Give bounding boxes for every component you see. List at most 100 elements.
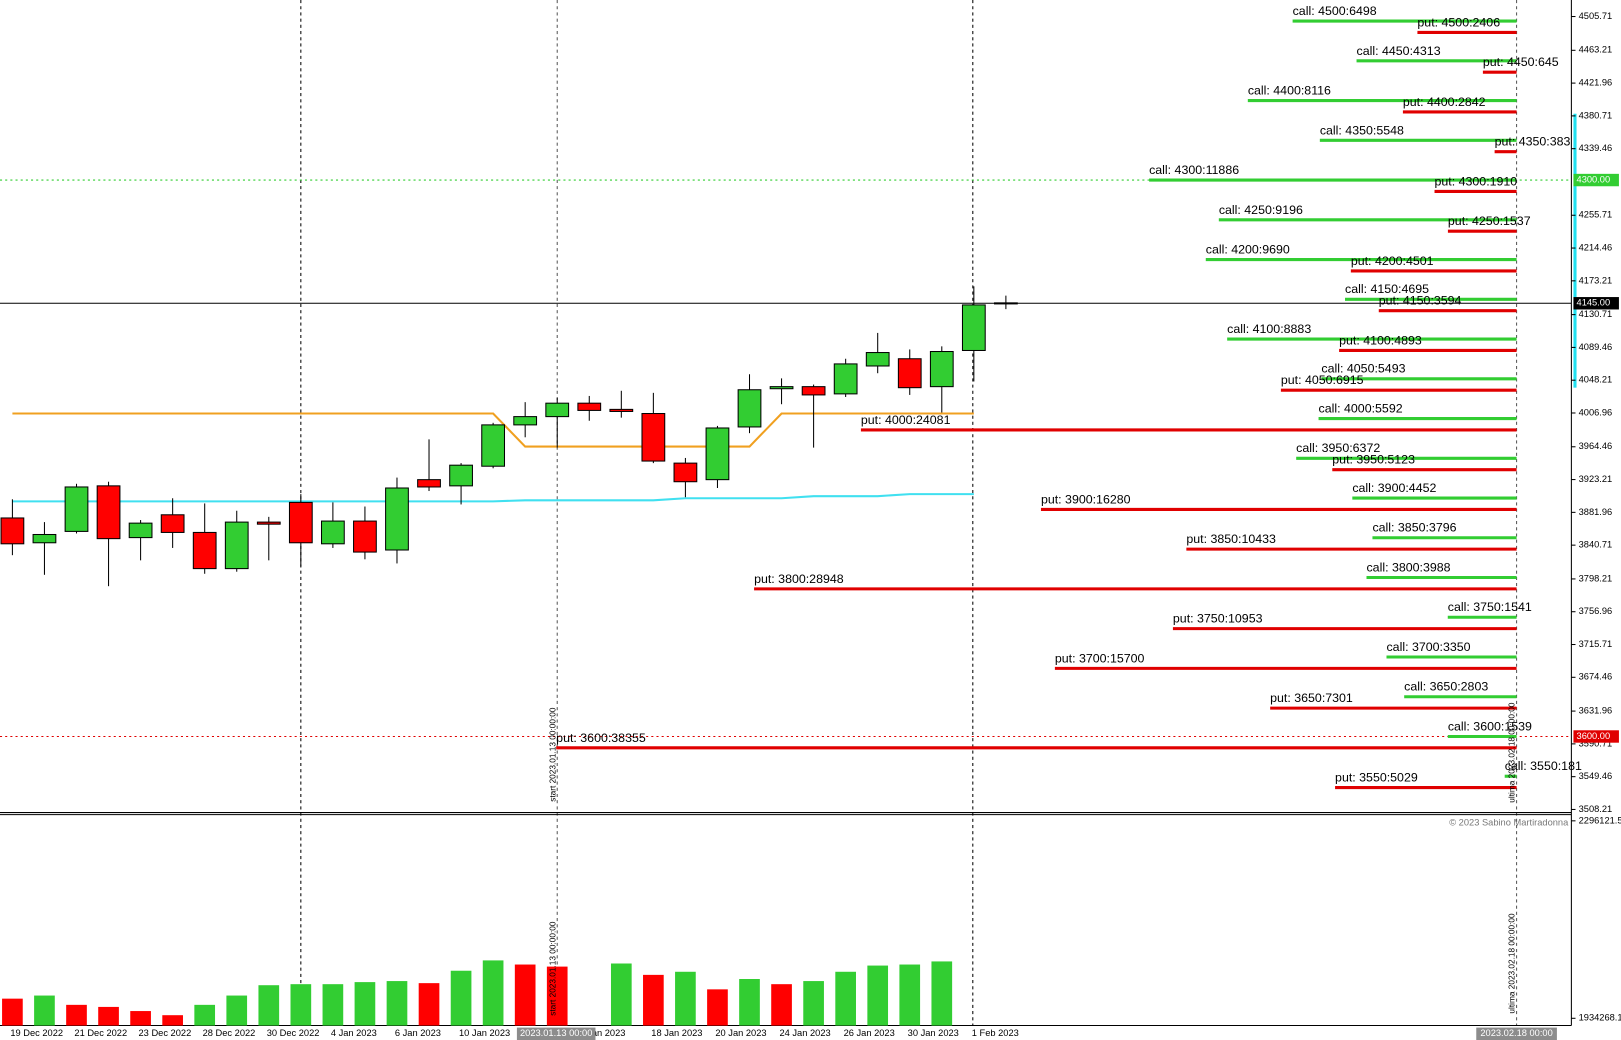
volume-bar (162, 1015, 183, 1026)
y-tick-label: 3549.46 (1579, 771, 1613, 781)
call-label: call: 4500:6498 (1293, 4, 1377, 18)
volume-bar (803, 981, 824, 1026)
start-label: start 2023.01.13 00:00:00 (548, 921, 557, 1016)
end-label: ultima 2023.02.18 00:00:00 (1508, 702, 1517, 803)
put-label: put: 4000:24081 (861, 413, 951, 427)
candle-body (32, 533, 57, 544)
start-date: 2023.01.13 00:00 (520, 1028, 592, 1038)
x-tick-label: 20 Jan 2023 (715, 1028, 766, 1038)
end-label: ultima 2023.02.18 00:00:00 (1508, 913, 1517, 1014)
volume-bar (643, 974, 664, 1026)
volume-bar (867, 965, 889, 1026)
date-highlight (1476, 1027, 1557, 1040)
put-label: put: 3750:10953 (1173, 612, 1263, 626)
call-label: call: 4100:8883 (1227, 322, 1311, 336)
volume-bar (66, 1004, 87, 1026)
call-label: call: 3900:4452 (1352, 481, 1436, 495)
candle-body (801, 386, 826, 396)
y-tick-label: 3590.71 (1579, 738, 1613, 748)
call-label: call: 3950:6372 (1296, 441, 1380, 455)
y-tick-label: 3798.21 (1579, 573, 1613, 583)
put-label: put: 3700:15700 (1055, 651, 1145, 665)
candle-body (673, 462, 698, 483)
volume-bar (98, 1006, 119, 1026)
copyright: © 2023 Sabino Martiradonna (1449, 817, 1569, 827)
candle-body (256, 521, 281, 525)
volume-bar (610, 963, 632, 1026)
y-tick-label: 3674.46 (1579, 672, 1613, 682)
candle-body (417, 479, 441, 488)
volume-bar (546, 966, 568, 1026)
call-label: call: 3550:181 (1505, 759, 1582, 773)
put-label: put: 4300:1910 (1435, 174, 1518, 188)
volume-bar (514, 964, 536, 1026)
put-label: put: 4100:4893 (1339, 333, 1422, 347)
put-label: put: 4450:645 (1483, 55, 1559, 69)
candle-body (513, 416, 538, 426)
put-label: put: 3800:28948 (754, 572, 844, 586)
volume-bar (899, 964, 921, 1026)
put-label: put: 4250:1537 (1448, 214, 1531, 228)
candle-body (385, 487, 409, 551)
x-tick-label: 1 Feb 2023 (972, 1028, 1019, 1038)
level-marker (1573, 730, 1619, 743)
volume-bar (226, 995, 248, 1026)
y-tick-label: 4130.71 (1579, 309, 1613, 319)
y-tick-label: 4463.21 (1579, 45, 1613, 55)
y-tick-label: 3923.21 (1579, 474, 1613, 484)
y-tick-label: 4505.71 (1579, 11, 1613, 21)
volume-bar (34, 995, 55, 1026)
volume-bar (130, 1011, 151, 1026)
candle-body (481, 424, 506, 467)
candle-body (577, 402, 602, 411)
x-tick-label: 23 Dec 2022 (139, 1028, 192, 1038)
call-label: call: 4150:4695 (1345, 282, 1429, 296)
y-tick-label: 3715.71 (1579, 639, 1613, 649)
candle-body (160, 514, 185, 533)
volume-bar (258, 985, 280, 1026)
y-tick-label: 4173.21 (1579, 275, 1613, 285)
candle-body (961, 304, 986, 351)
candle-body (288, 501, 313, 544)
call-label: call: 4250:9196 (1219, 203, 1303, 217)
x-tick-label: 21 Dec 2022 (74, 1028, 127, 1038)
call-label: call: 4400:8116 (1248, 84, 1331, 98)
call-label: call: 4000:5592 (1319, 402, 1403, 416)
call-label: call: 4350:5548 (1320, 123, 1404, 137)
x-tick-label: 19 Dec 2022 (10, 1028, 63, 1038)
y-tick-label: 3840.71 (1579, 540, 1613, 550)
candle-body (833, 363, 858, 395)
y-tick-label: 3508.21 (1579, 804, 1613, 814)
put-label: put: 4050:6915 (1281, 373, 1364, 387)
x-tick-label: 10 Jan 2023 (459, 1028, 510, 1038)
put-label: put: 4200:4501 (1351, 254, 1434, 268)
candle-body (192, 531, 217, 570)
put-label: put: 3950:5123 (1332, 453, 1415, 467)
call-label: call: 3850:3796 (1372, 521, 1456, 535)
volume-bar (739, 979, 760, 1026)
call-label: call: 3650:2803 (1404, 680, 1488, 694)
candle-body (545, 402, 570, 418)
volume-bar (386, 981, 408, 1026)
x-tick-label: 18 Jan 2023 (651, 1028, 702, 1038)
candle-body (769, 386, 794, 390)
date-highlight (516, 1027, 596, 1040)
call-label: call: 4300:11886 (1149, 163, 1239, 177)
call-label: call: 3600:1539 (1448, 719, 1532, 733)
put-label: put: 4150:3594 (1379, 294, 1462, 308)
y-tick-label: 4380.71 (1579, 110, 1613, 120)
y-tick-label: 3881.96 (1579, 507, 1613, 517)
x-tick-label: 26 Jan 2023 (844, 1028, 895, 1038)
x-tick-label: 30 Jan 2023 (908, 1028, 959, 1038)
candle-body (865, 352, 890, 367)
x-tick-label: 30 Dec 2022 (267, 1028, 320, 1038)
put-label: put: 4350:383 (1495, 135, 1571, 149)
level-marker (1573, 297, 1619, 310)
candle-body (641, 412, 666, 462)
candle-body (705, 427, 730, 481)
start-label: start 2023.01.13 00:00:00 (548, 707, 557, 802)
volume-bar (835, 971, 856, 1026)
candle-body (449, 464, 473, 487)
volume-bar (450, 970, 472, 1026)
